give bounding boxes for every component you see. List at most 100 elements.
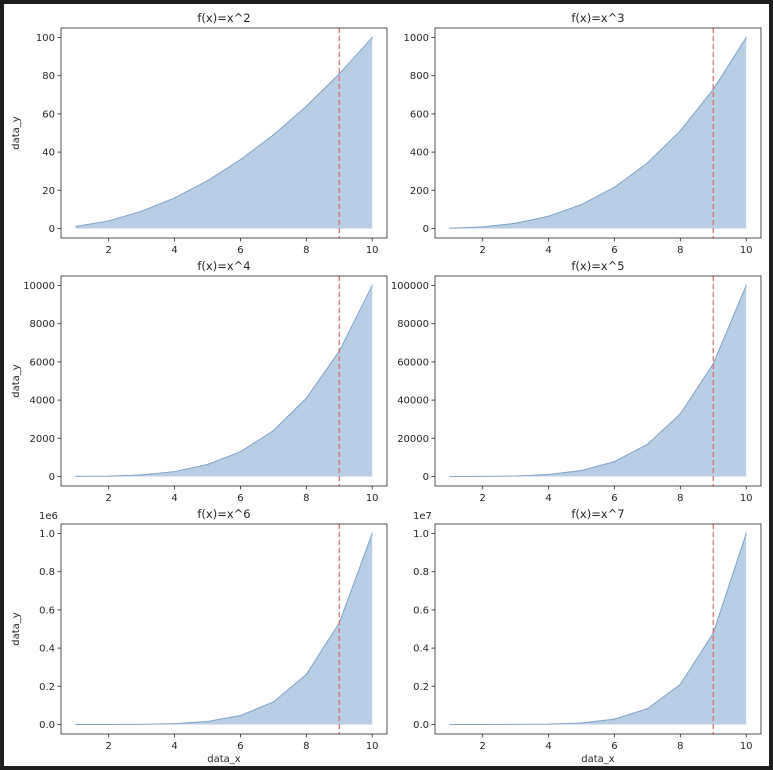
x-tick-label: 6 xyxy=(237,493,243,504)
y-offset-label: 1e6 xyxy=(39,511,58,522)
y-tick-label: 0.2 xyxy=(413,682,429,693)
data-point xyxy=(745,36,747,39)
x-tick-label: 8 xyxy=(677,245,683,256)
data-point xyxy=(239,450,242,453)
axes-frame xyxy=(434,275,762,487)
y-tick-label: 1000 xyxy=(404,33,429,44)
x-tick-label: 4 xyxy=(171,741,177,752)
x-tick-label: 6 xyxy=(611,741,617,752)
x-tick-label: 10 xyxy=(366,245,379,256)
data-point xyxy=(140,723,143,726)
data-point xyxy=(173,722,176,725)
x-tick-label: 10 xyxy=(366,493,379,504)
axes-frame xyxy=(60,523,388,735)
data-point xyxy=(449,475,451,478)
x-tick-label: 6 xyxy=(237,245,243,256)
subplot-2: 2 4 6 8 10 0 200 400 600 800 1000 f(x)=x^3 xyxy=(404,11,762,256)
x-tick-label: 2 xyxy=(106,245,112,256)
y-tick-label: 0.4 xyxy=(413,644,429,655)
x-tick-label: 4 xyxy=(171,245,177,256)
data-point xyxy=(613,186,616,189)
data-point xyxy=(305,673,308,676)
y-tick-label: 6000 xyxy=(30,357,55,368)
x-tick-label: 6 xyxy=(611,245,617,256)
data-point xyxy=(547,723,550,725)
x-axis-label: data_x xyxy=(581,754,615,765)
y-tick-label: 4000 xyxy=(30,396,55,407)
y-tick-label: 100000 xyxy=(391,281,429,292)
figure-canvas: 2 4 6 8 10 0 20 40 60 80 100 f(x)=x^2 data_y 2 4 6 8 10 0 2… xyxy=(4,4,769,766)
data-point xyxy=(371,36,373,39)
data-point xyxy=(481,475,484,478)
data-point xyxy=(449,227,451,230)
y-tick-label: 0 xyxy=(49,224,55,235)
x-tick-label: 4 xyxy=(545,245,551,256)
data-point xyxy=(173,197,176,199)
x-tick-label: 10 xyxy=(366,741,379,752)
x-tick-label: 8 xyxy=(677,493,683,504)
subplot-6: 2 4 6 8 10 0.0 0.2 0.4 0.6 0.8 1.0 f(x)=x^7 data_x 1e… xyxy=(413,507,762,765)
data-point xyxy=(580,203,583,206)
series-line xyxy=(75,285,373,477)
subplot-title: f(x)=x^7 xyxy=(571,507,624,521)
y-tick-label: 400 xyxy=(410,148,429,159)
x-tick-label: 10 xyxy=(740,741,753,752)
subplot-title: f(x)=x^3 xyxy=(571,11,624,25)
y-tick-label: 80000 xyxy=(397,319,429,330)
data-point xyxy=(481,723,484,726)
subplot-title: f(x)=x^4 xyxy=(197,259,250,273)
y-axis-label: data_y xyxy=(11,612,22,646)
y-tick-label: 10000 xyxy=(23,281,55,292)
y-tick-label: 20 xyxy=(42,186,55,197)
subplot-title: f(x)=x^6 xyxy=(197,507,250,521)
data-point xyxy=(745,532,747,535)
y-tick-label: 0 xyxy=(49,472,55,483)
data-point xyxy=(107,723,110,726)
area-fill xyxy=(75,285,373,477)
x-tick-label: 6 xyxy=(237,741,243,752)
data-point xyxy=(646,443,649,446)
subplot-4: 2 4 6 8 10 0 20000 40000 60000 80000 100000 f(x)=x^… xyxy=(391,259,762,504)
data-point xyxy=(646,707,649,710)
data-point xyxy=(305,105,308,108)
data-point xyxy=(613,460,616,463)
x-tick-label: 10 xyxy=(740,493,753,504)
y-tick-label: 20000 xyxy=(397,434,429,445)
y-tick-label: 0.2 xyxy=(39,682,55,693)
data-point xyxy=(75,225,77,228)
y-tick-label: 80 xyxy=(42,71,55,82)
axes-frame xyxy=(60,275,388,487)
subplot-title: f(x)=x^2 xyxy=(197,11,250,25)
x-axis-label: data_x xyxy=(207,754,241,765)
data-point xyxy=(449,723,451,726)
x-tick-label: 4 xyxy=(545,493,551,504)
series-line xyxy=(449,285,747,477)
x-tick-label: 10 xyxy=(740,245,753,256)
data-point xyxy=(272,429,275,432)
subplot-5: 2 4 6 8 10 0.0 0.2 0.4 0.6 0.8 1.0 f(x)=x^6 data_yda… xyxy=(11,507,388,765)
y-tick-label: 100 xyxy=(36,33,55,44)
data-point xyxy=(75,475,77,478)
y-tick-label: 2000 xyxy=(30,434,55,445)
y-tick-label: 0.8 xyxy=(413,567,429,578)
x-tick-label: 2 xyxy=(480,741,486,752)
data-point xyxy=(481,226,484,228)
data-point xyxy=(272,701,275,703)
data-point xyxy=(338,73,341,75)
y-tick-label: 800 xyxy=(410,71,429,82)
y-tick-label: 1.0 xyxy=(39,529,55,540)
x-tick-label: 8 xyxy=(303,493,309,504)
y-offset-label: 1e7 xyxy=(413,511,432,522)
x-tick-label: 4 xyxy=(171,493,177,504)
x-tick-label: 4 xyxy=(545,741,551,752)
data-point xyxy=(547,473,550,476)
y-axis-label: data_y xyxy=(11,116,22,150)
area-fill xyxy=(75,37,373,229)
x-tick-label: 8 xyxy=(303,245,309,256)
x-tick-label: 2 xyxy=(480,493,486,504)
x-tick-label: 2 xyxy=(106,741,112,752)
data-point xyxy=(646,162,649,164)
data-point xyxy=(75,723,77,726)
data-point xyxy=(580,469,583,472)
